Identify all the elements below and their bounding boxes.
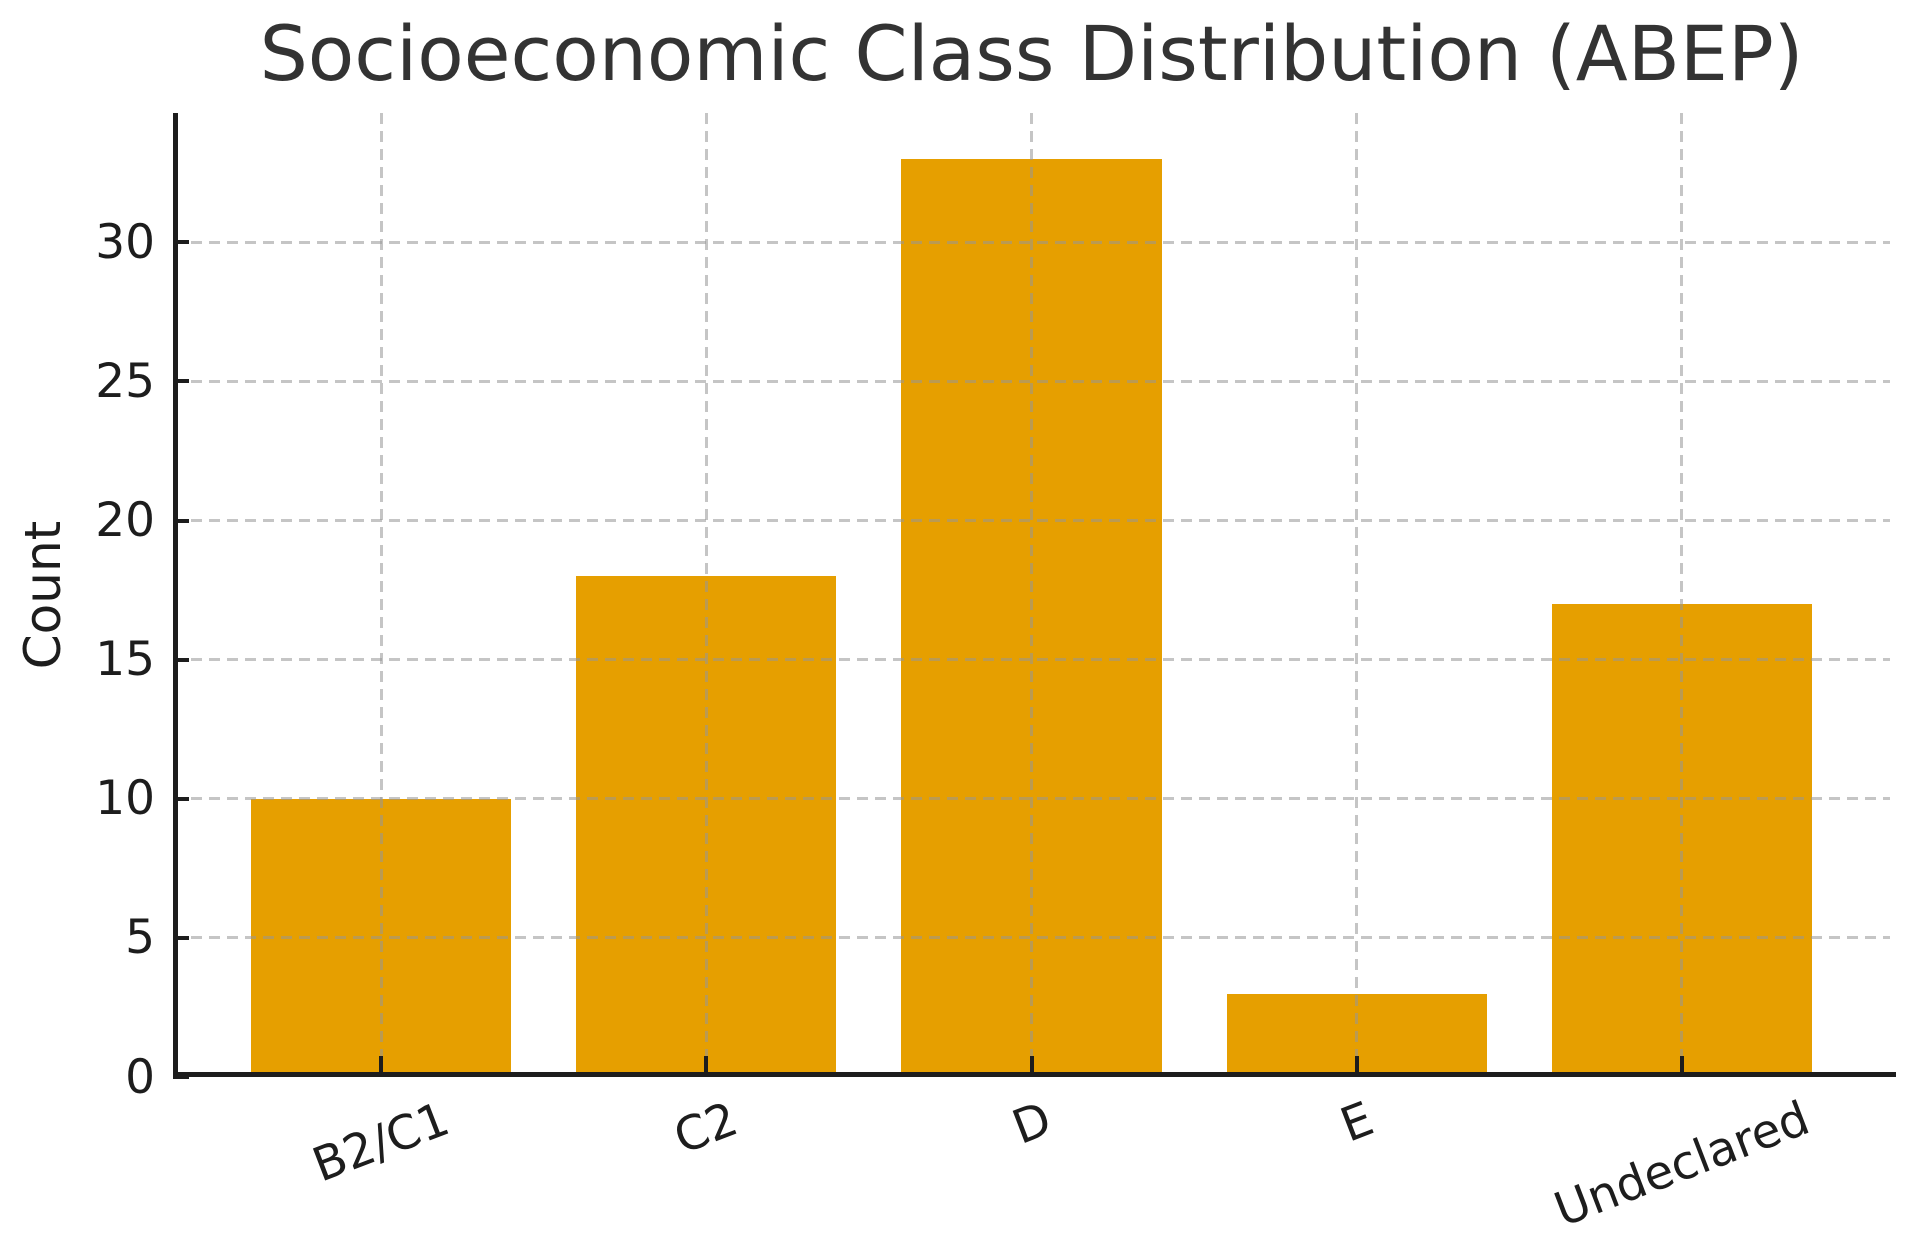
x-tick-mark-undeclared: [1679, 1056, 1684, 1072]
plot-area: 0 5 10 15 20 25 30 B2/C1 C2 D E Undeclared: [95, 113, 1896, 1239]
x-tick-mark-d: [1029, 1056, 1034, 1072]
y-tick-label-5: 5: [125, 910, 155, 966]
y-tick-label-30: 30: [95, 214, 155, 270]
y-tick-label-25: 25: [95, 353, 155, 409]
y-tick-mark-15: [173, 657, 189, 662]
y-tick-mark-10: [173, 796, 189, 801]
x-tick-mark-c2: [704, 1056, 709, 1072]
y-tick-mark-30: [173, 240, 189, 245]
x-tick-label-b2-c1: B2/C1: [305, 1091, 457, 1194]
v-gridline-d: [1030, 113, 1033, 1077]
y-tick-mark-25: [173, 379, 189, 384]
x-axis-spine: [173, 1072, 1896, 1077]
x-tick-label-d: D: [1004, 1091, 1059, 1156]
y-tick-label-10: 10: [95, 771, 155, 827]
v-gridline-c2: [704, 113, 708, 1077]
y-axis-spine: [173, 113, 178, 1077]
v-gridline-e: [1355, 113, 1359, 1077]
x-tick-mark-b2-c1: [379, 1056, 384, 1072]
x-tick-label-e: E: [1332, 1091, 1381, 1154]
v-gridline-b2-c1: [379, 113, 383, 1077]
y-tick-mark-0: [173, 1075, 189, 1079]
chart-title: Socioeconomic Class Distribution (ABEP): [259, 9, 1804, 98]
y-tick-label-0: 0: [125, 1049, 155, 1105]
y-tick-mark-20: [173, 518, 189, 523]
y-tick-label-15: 15: [95, 632, 155, 688]
y-tick-mark-5: [173, 935, 189, 940]
x-tick-mark-e: [1354, 1056, 1359, 1072]
x-tick-label-undeclared: Undeclared: [1547, 1091, 1817, 1239]
v-gridline-undeclared: [1680, 113, 1684, 1077]
x-tick-label-c2: C2: [667, 1091, 746, 1166]
y-tick-label-20: 20: [95, 493, 155, 549]
